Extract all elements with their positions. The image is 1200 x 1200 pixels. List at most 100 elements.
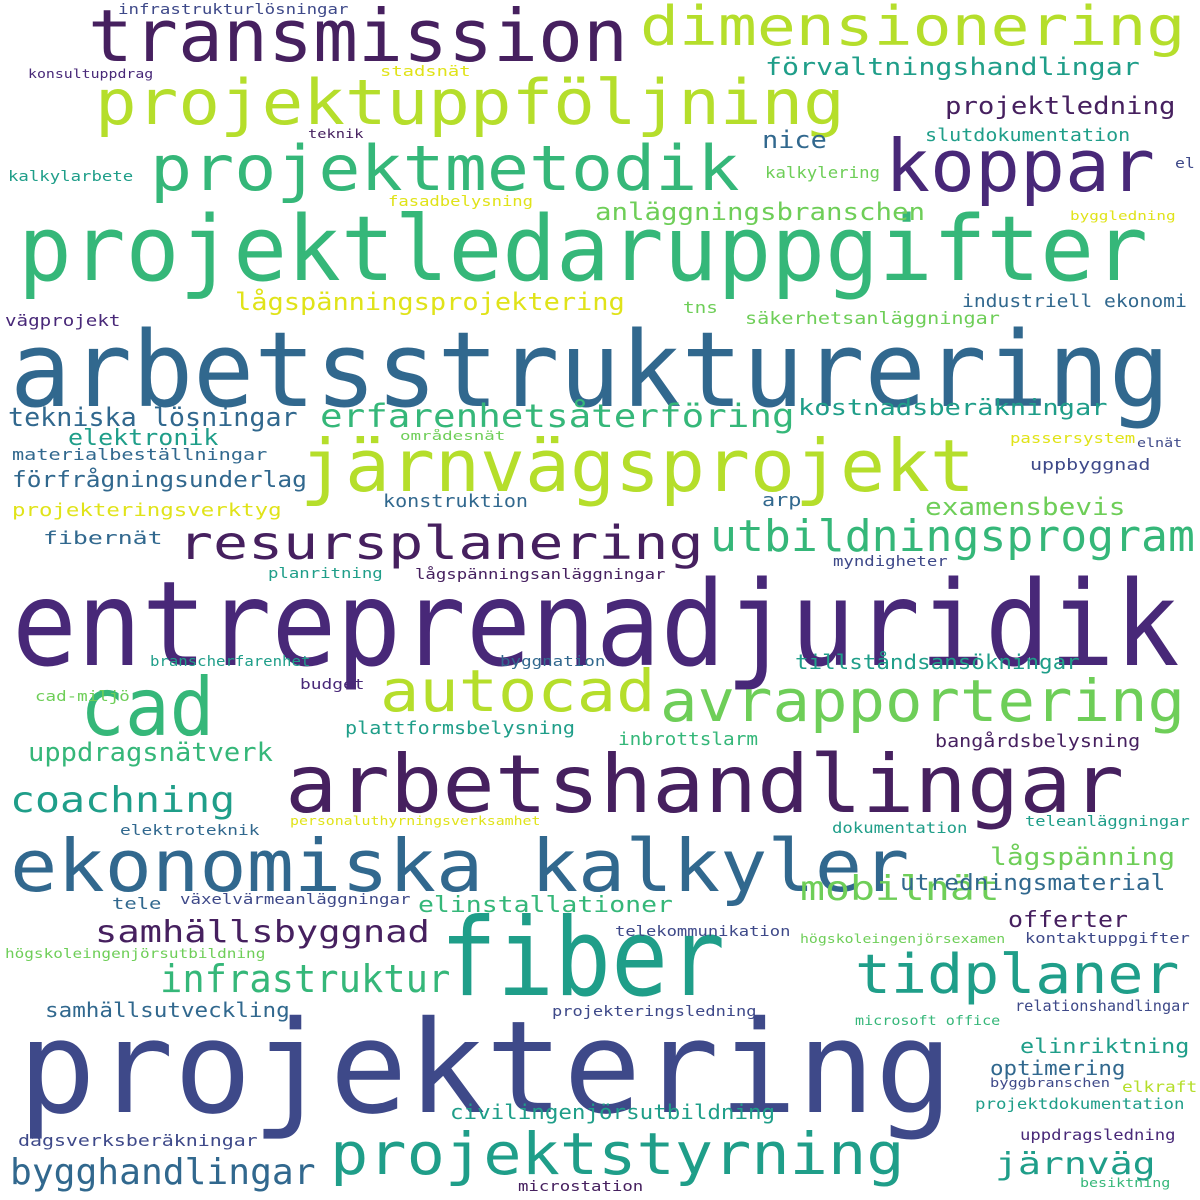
- word-materialbeställningar: materialbeställningar: [12, 445, 268, 464]
- word-dagsverksberäkningar: dagsverksberäkningar: [18, 1131, 258, 1150]
- word-elektronik: elektronik: [68, 426, 219, 451]
- word-personaluthyrningsverksamhet: personaluthyrningsverksamhet: [290, 814, 541, 828]
- word-koppar: koppar: [885, 124, 1155, 208]
- word-kostnadsberäkningar: kostnadsberäkningar: [798, 396, 1108, 421]
- word-projektuppföljning: projektuppföljning: [95, 66, 845, 139]
- word-utredningsmaterial: utredningsmaterial: [900, 871, 1166, 896]
- word-optimering: optimering: [990, 1056, 1126, 1080]
- word-besiktning: besiktning: [1080, 1176, 1171, 1190]
- word-områdesnät: områdesnät: [400, 429, 506, 443]
- word-förfrågningsunderlag: förfrågningsunderlag: [12, 468, 307, 493]
- word-infrastrukturlösningar: infrastrukturlösningar: [118, 2, 349, 18]
- word-transmission: transmission: [88, 0, 628, 78]
- word-elinstallationer: elinstallationer: [418, 893, 673, 918]
- word-projektdokumentation: projektdokumentation: [975, 1095, 1185, 1113]
- word-offerter: offerter: [1008, 908, 1128, 933]
- word-anläggningsbranschen: anläggningsbranschen: [595, 198, 926, 226]
- word-byggnation: byggnation: [500, 654, 606, 670]
- word-konstruktion: konstruktion: [383, 491, 529, 512]
- word-slutdokumentation: slutdokumentation: [925, 125, 1131, 146]
- word-elektroteknik: elektroteknik: [120, 823, 260, 839]
- word-byggledning: byggledning: [1070, 209, 1176, 223]
- word-tekniska-lösningar: tekniska lösningar: [8, 403, 298, 433]
- word-elnät: elnät: [1137, 436, 1183, 450]
- word-nice: nice: [762, 126, 827, 154]
- word-lågspänning: lågspänning: [990, 843, 1176, 871]
- word-relationshandlingar: relationshandlingar: [1015, 997, 1190, 1015]
- word-uppdragsledning: uppdragsledning: [1020, 1126, 1176, 1144]
- word-arp: arp: [762, 490, 802, 511]
- word-samhällsbyggnad: samhällsbyggnad: [95, 915, 430, 950]
- word-kalkylering: kalkylering: [765, 163, 880, 182]
- word-ekonomiska-kalkyler: ekonomiska kalkyler: [10, 824, 910, 908]
- word-dimensionering: dimensionering: [640, 0, 1186, 58]
- word-plattformsbelysning: plattformsbelysning: [345, 718, 575, 739]
- word-projektledaruppgifter: projektledaruppgifter: [18, 197, 1148, 302]
- word-tns: tns: [683, 298, 718, 317]
- word-bangårdsbelysning: bangårdsbelysning: [935, 731, 1141, 752]
- word-kontaktuppgifter: kontaktuppgifter: [1025, 931, 1190, 947]
- word-planritning: planritning: [268, 566, 383, 582]
- word-projektering: projektering: [18, 994, 953, 1143]
- word-branscherfarenhet: branscherfarenhet: [150, 654, 311, 670]
- word-industriell-ekonomi: industriell ekonomi: [962, 291, 1187, 312]
- word-entreprenadjuridik: entreprenadjuridik: [12, 555, 1180, 693]
- word-lågspänningsprojektering: lågspänningsprojektering: [235, 288, 625, 316]
- word-cad-miljö: cad-miljö: [35, 689, 130, 705]
- word-vägprojekt: vägprojekt: [5, 311, 121, 330]
- word-elkraft: elkraft: [1122, 1078, 1198, 1096]
- word-avrapportering: avrapportering: [660, 667, 1186, 735]
- word-uppdragsnätverk: uppdragsnätverk: [28, 738, 273, 768]
- word-passersystem: passersystem: [1010, 431, 1136, 447]
- word-uppbyggnad: uppbyggnad: [1030, 455, 1151, 474]
- word-samhällsutveckling: samhällsutveckling: [45, 998, 290, 1022]
- word-mobilnät: mobilnät: [800, 869, 1000, 909]
- word-erfarenhetsåterföring: erfarenhetsåterföring: [320, 397, 795, 435]
- word-inbrottslarm: inbrottslarm: [618, 729, 759, 750]
- word-autocad: autocad: [380, 657, 656, 725]
- word-lågspänningsanläggningar: lågspänningsanläggningar: [415, 567, 666, 583]
- word-projektstyrning: projektstyrning: [330, 1120, 905, 1188]
- word-cad: cad: [80, 661, 215, 754]
- word-högskoleingenjörsutbildning: högskoleingenjörsutbildning: [5, 947, 266, 962]
- word-växelvärmeanläggningar: växelvärmeanläggningar: [180, 892, 411, 908]
- word-järnvägsprojekt: järnvägsprojekt: [300, 424, 975, 508]
- word-fasadbelysning: fasadbelysning: [388, 194, 534, 210]
- word-budget: budget: [300, 677, 365, 693]
- word-bygghandlingar: bygghandlingar: [10, 1152, 316, 1193]
- word-infrastruktur: infrastruktur: [160, 957, 451, 1001]
- word-tillståndsansökningar: tillståndsansökningar: [795, 650, 1080, 674]
- word-microsoft-office: microsoft office: [855, 1014, 1001, 1029]
- word-telekommunikation: telekommunikation: [615, 924, 791, 940]
- word-teknik: teknik: [308, 127, 364, 141]
- word-kalkylarbete: kalkylarbete: [8, 169, 134, 185]
- word-fiberanät: fibernät: [43, 528, 163, 549]
- word-arbetsstrukturering: arbetsstrukturering: [10, 309, 1170, 431]
- word-utbildningsprogram: utbildningsprogram: [710, 511, 1195, 562]
- word-säkerhetsanläggningar: säkerhetsanläggningar: [745, 309, 1000, 329]
- word-dokumentation: dokumentation: [832, 819, 968, 837]
- word-konsultuppdrag: konsultuppdrag: [28, 67, 154, 81]
- word-förvaltningshandlingar: förvaltningshandlingar: [765, 53, 1140, 81]
- word-fiber: fiber: [440, 896, 726, 1021]
- word-stadsnät: stadsnät: [380, 64, 471, 80]
- word-projekteringsverktyg: projekteringsverktyg: [12, 500, 282, 521]
- word-projektledning: projektledning: [945, 92, 1176, 120]
- word-projekteringsledning: projekteringsledning: [552, 1004, 757, 1020]
- word-examensbevis: examensbevis: [925, 493, 1126, 521]
- word-högskoleingenjörsexamen: högskoleingenjörsexamen: [800, 932, 1006, 946]
- word-arbetshandlingar: arbetshandlingar: [285, 738, 1125, 831]
- word-järnväg: järnväg: [995, 1147, 1156, 1182]
- word-civilingenjörsutbildning: civilingenjörsutbildning: [450, 1100, 776, 1124]
- word-tele: tele: [112, 894, 162, 913]
- word-microstation: microstation: [518, 1179, 644, 1195]
- word-tidplaner: tidplaner: [855, 943, 1180, 1006]
- word-byggbranschen: byggbranschen: [990, 1076, 1110, 1090]
- word-projektmetodik: projektmetodik: [150, 132, 740, 205]
- word-myndigheter: myndigheter: [833, 554, 948, 570]
- word-el: el: [1175, 156, 1195, 172]
- word-elinriktning: elinriktning: [1020, 1034, 1190, 1058]
- word-resursplanering: resursplanering: [178, 516, 704, 570]
- word-teleanläggningar: teleanläggningar: [1025, 814, 1190, 830]
